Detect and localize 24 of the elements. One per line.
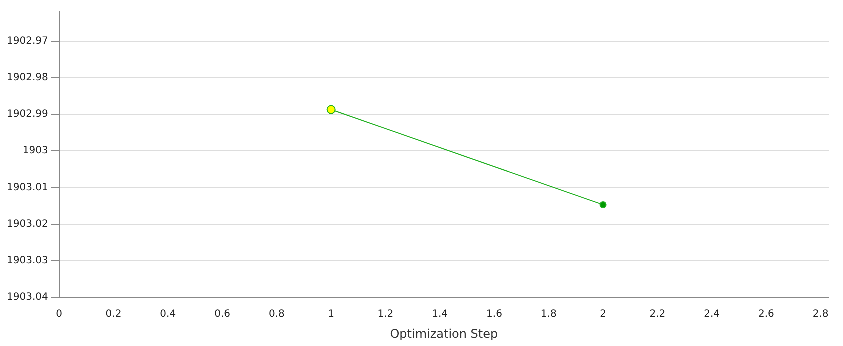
x-axis-title: Optimization Step <box>390 326 498 341</box>
x-tick-label: 2.6 <box>758 309 774 320</box>
x-tick-label: 0 <box>56 309 63 320</box>
x-tick-label: 0.6 <box>214 309 230 320</box>
x-tick-label: 1.8 <box>540 309 557 320</box>
x-tick-label: 0.2 <box>106 309 122 320</box>
y-tick-label: 1903.03 <box>6 256 48 267</box>
x-tick-label: 1.4 <box>432 309 448 320</box>
y-tick-label: 1903.04 <box>6 292 48 304</box>
y-tick-label: 1902.97 <box>6 36 48 47</box>
y-tick-label: 1903 <box>22 146 48 157</box>
y-tick-label: 1902.98 <box>6 72 48 84</box>
y-tick-label: 1903.01 <box>6 182 48 194</box>
y-tick-label: 1903.02 <box>6 218 48 230</box>
x-tick-label: 1.2 <box>378 309 394 320</box>
x-tick-label: 0.8 <box>268 309 285 320</box>
x-tick-label: 2.2 <box>650 309 666 320</box>
x-tick-label: 1 <box>328 309 334 320</box>
x-tick-label: 2.8 <box>812 309 829 320</box>
x-tick-label: 1.6 <box>486 309 502 320</box>
y-tick-label: 1902.99 <box>6 109 48 120</box>
x-tick-label: 2.4 <box>704 309 720 320</box>
x-tick-label: 2 <box>600 309 606 320</box>
x-tick-label: 0.4 <box>160 309 176 320</box>
